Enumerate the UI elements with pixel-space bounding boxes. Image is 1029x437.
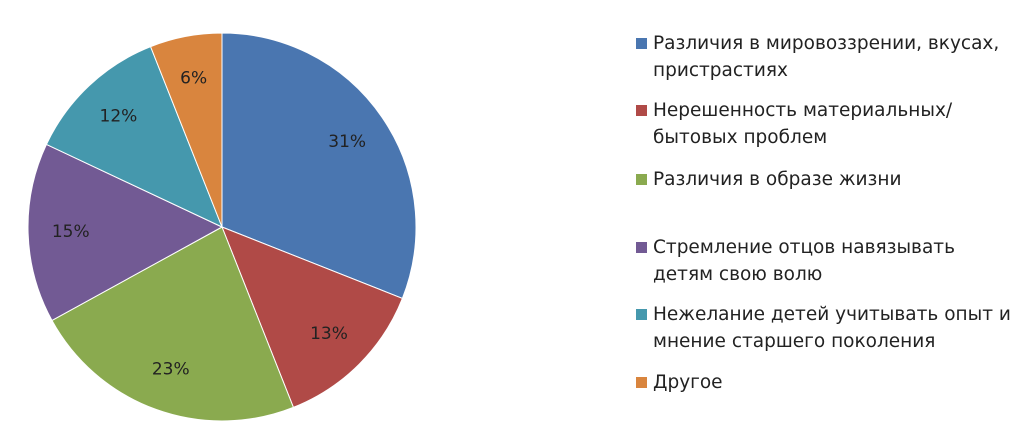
data-label: 15% xyxy=(52,222,90,242)
pie-slice xyxy=(149,32,223,228)
legend-swatch xyxy=(636,174,647,185)
legend-label: Различия в образе жизни xyxy=(653,169,902,190)
legend-label: Другое xyxy=(653,372,723,393)
legend-item: Другое xyxy=(636,369,1016,396)
legend-label: Нежелание детей учитывать опыт и мнение … xyxy=(653,304,1011,352)
legend-swatch xyxy=(636,377,647,388)
data-label: 23% xyxy=(152,359,190,379)
data-label: 6% xyxy=(180,68,207,88)
legend-label: Нерешенность материальных/бытовых пробле… xyxy=(653,100,953,148)
legend-label: Различия в мировоззрении, вкусах, пристр… xyxy=(653,33,1000,81)
legend-item: Нерешенность материальных/бытовых пробле… xyxy=(636,97,1016,151)
legend-swatch xyxy=(636,38,647,49)
pie-slice xyxy=(27,143,224,322)
legend-item: Нежелание детей учитывать опыт и мнение … xyxy=(636,301,1016,355)
pie-slice xyxy=(45,45,223,228)
legend-swatch xyxy=(636,105,647,116)
legend-swatch xyxy=(636,309,647,320)
legend-item: Различия в мировоззрении, вкусах, пристр… xyxy=(636,30,1016,84)
pie-slice xyxy=(51,226,295,422)
legend-item: Стремление отцов навязывать детям свою в… xyxy=(636,234,1016,288)
legend-label: Стремление отцов навязывать детям свою в… xyxy=(653,237,955,285)
legend-item: Различия в образе жизни xyxy=(636,166,1016,193)
data-label: 13% xyxy=(310,324,348,344)
data-label: 12% xyxy=(100,107,138,127)
pie-slice xyxy=(221,226,404,409)
pie-slice xyxy=(221,32,417,300)
pie-area: 31% 13% 23% 15% 12% 6% xyxy=(27,32,417,422)
legend-swatch xyxy=(636,242,647,253)
data-label: 31% xyxy=(328,132,366,152)
